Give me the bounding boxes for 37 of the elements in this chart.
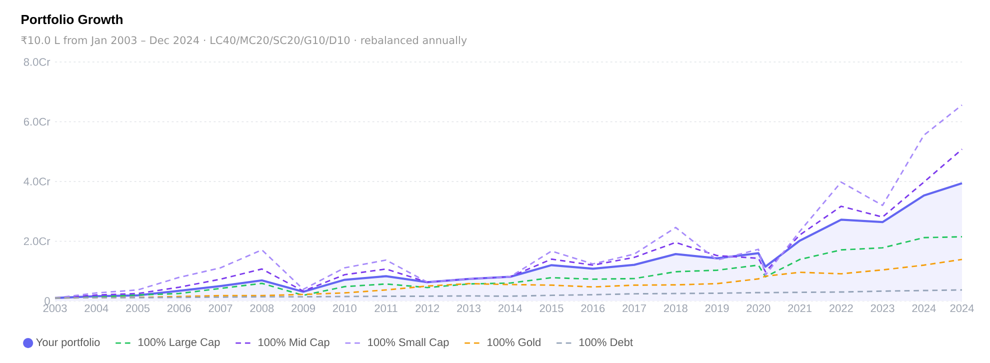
x-tick-label: 2011 — [374, 304, 398, 312]
y-tick-label: 4.0Cr — [24, 178, 50, 186]
x-tick-label: 2015 — [540, 304, 564, 312]
x-tick-label: 2003 — [43, 304, 67, 312]
x-tick-label: 2024 — [950, 304, 974, 312]
x-tick-label: 2014 — [498, 304, 522, 312]
x-tick-label: 2009 — [292, 304, 315, 312]
x-tick-label: 2022 — [829, 304, 853, 312]
chart-title: Portfolio Growth — [22, 14, 122, 24]
legend-label: 100% Mid Cap — [258, 338, 330, 348]
line-series — [54, 104, 963, 299]
chart-subtitle: ₹10.0 L from Jan 2003 – Dec 2024 · LC40/MC20/SC20/G10/D10 · rebalanced annually — [21, 36, 467, 46]
x-tick-label: 2017 — [622, 304, 646, 312]
x-tick-label: 2010 — [332, 304, 356, 312]
y-tick-label: 0 — [44, 297, 50, 305]
x-tick-label: 2004 — [84, 304, 108, 312]
y-tick-label: 6.0Cr — [24, 118, 50, 126]
x-tick-label: 2024 — [912, 304, 936, 312]
x-tick-label: 2013 — [457, 304, 481, 312]
x-tick-label: 2005 — [126, 304, 150, 312]
x-tick-label: 2020 — [746, 304, 770, 312]
legend-label: 100% Small Cap — [368, 338, 449, 348]
y-tick-label: 2.0Cr — [24, 237, 50, 246]
legend-label: Your portfolio — [36, 338, 100, 348]
x-tick-label: 2023 — [870, 304, 894, 312]
x-tick-label: 2019 — [705, 304, 729, 312]
x-tick-label: 2012 — [416, 304, 440, 312]
x-tick-label: 2018 — [664, 304, 688, 312]
legend-label: 100% Gold — [488, 338, 540, 346]
x-tick-label: 2021 — [788, 304, 812, 312]
x-tick-label: 2007 — [208, 304, 232, 312]
x-tick-label: 2008 — [250, 304, 274, 312]
x-tick-label: 2016 — [581, 304, 605, 312]
y-tick-label: 8.0Cr — [24, 58, 50, 66]
x-tick-label: 2006 — [167, 304, 191, 312]
legend-label: 100% Debt — [579, 338, 633, 346]
legend-label: 100% Large Cap — [138, 338, 220, 348]
